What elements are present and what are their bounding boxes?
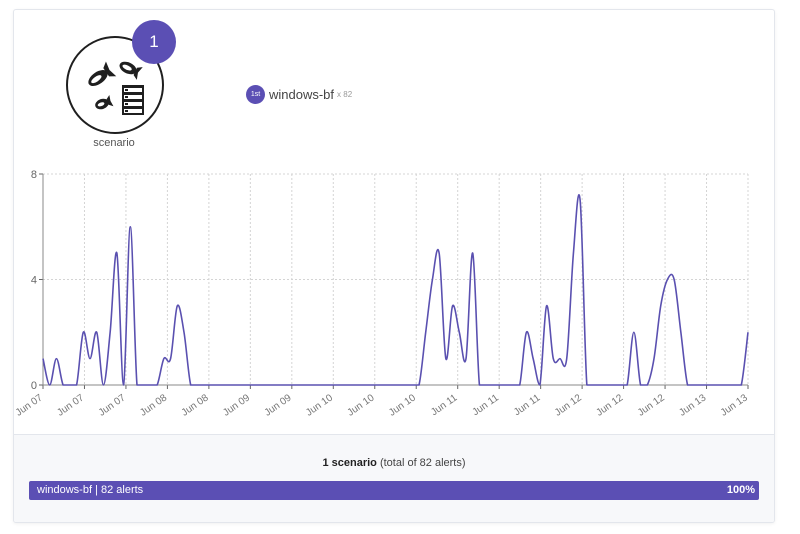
bar-label: windows-bf | 82 alerts <box>37 484 144 496</box>
x-tick-label: Jun 10 <box>387 392 418 418</box>
bar-percent: 100% <box>726 484 755 496</box>
rank-badge: 1st <box>246 84 265 104</box>
x-tick-label: Jun 13 <box>677 392 708 418</box>
x-tick-label: Jun 12 <box>594 392 625 418</box>
x-tick-label: Jun 08 <box>180 392 211 418</box>
x-tick-label: Jun 07 <box>14 392 45 418</box>
scenario-count-badge: 1 <box>132 20 176 64</box>
legend-name[interactable]: windows-bf <box>269 86 335 102</box>
x-tick-label: Jun 13 <box>719 392 750 418</box>
x-tick-label: Jun 12 <box>636 392 667 418</box>
legend: 1st windows-bf x 82 <box>246 84 352 104</box>
x-tick-label: Jun 09 <box>221 392 252 418</box>
scenario-card: 1 scenario 1st windows-bf x 82 0 4 8 Jun 07… <box>13 9 775 523</box>
summary-total: (total of 82 alerts) <box>379 457 466 469</box>
x-tick-label: Jun 12 <box>553 392 584 418</box>
footer-summary: 1 scenario (total of 82 alerts) windows-… <box>14 434 774 522</box>
x-tick-label: Jun 10 <box>304 392 335 418</box>
x-tick-label: Jun 10 <box>346 392 377 418</box>
x-tick-label: Jun 08 <box>138 392 169 418</box>
x-tick-label: Jun 11 <box>471 392 502 418</box>
x-tick-label: Jun 07 <box>97 392 128 418</box>
series-line <box>42 194 749 386</box>
scenario-share-bar[interactable]: windows-bf | 82 alerts 100% <box>29 481 759 500</box>
x-tick-label: Jun 11 <box>512 392 543 418</box>
scenario-label: scenario <box>93 137 135 149</box>
x-tick-label: Jun 09 <box>263 392 294 418</box>
x-tick-label: Jun 07 <box>55 392 86 418</box>
y-tick-label: 0 <box>31 380 37 392</box>
x-tick-label: Jun 11 <box>429 392 460 418</box>
y-tick-label: 8 <box>31 169 37 181</box>
legend-count: x 82 <box>337 89 353 99</box>
alerts-line-chart: 0 4 8 Jun 07 Jun 07 Jun 07 Jun 08 Jun 08 Jun 09 J… <box>14 169 750 419</box>
y-tick-label: 4 <box>31 275 37 287</box>
summary-count: 1 scenario <box>322 457 377 469</box>
summary-text: 1 scenario (total of 82 alerts) <box>14 457 774 469</box>
